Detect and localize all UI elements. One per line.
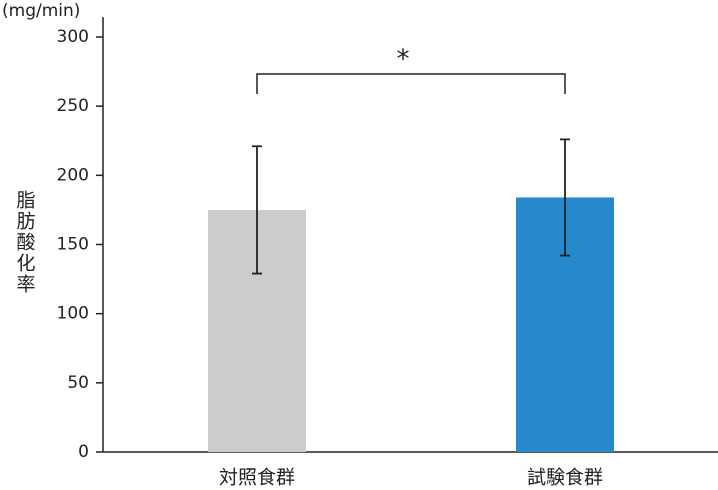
- error-bar: [560, 138, 570, 257]
- y-tick-label: 0: [78, 442, 89, 462]
- x-tick-label: 対照食群: [219, 467, 295, 489]
- unit-label: (mg/min): [2, 1, 80, 21]
- y-axis-label: 脂肪酸化率: [14, 190, 36, 295]
- y-tick-label: 250: [57, 96, 89, 116]
- significance-mark: *: [397, 45, 410, 75]
- y-tick-label: 150: [57, 235, 89, 255]
- y-tick-label: 300: [57, 27, 89, 47]
- y-tick-label: 100: [57, 304, 89, 324]
- y-tick-label: 200: [57, 165, 89, 185]
- x-tick-label: 試験食群: [527, 467, 603, 489]
- significance-bracket: [256, 73, 566, 94]
- error-bar: [252, 145, 262, 275]
- y-tick-label: 50: [67, 373, 89, 393]
